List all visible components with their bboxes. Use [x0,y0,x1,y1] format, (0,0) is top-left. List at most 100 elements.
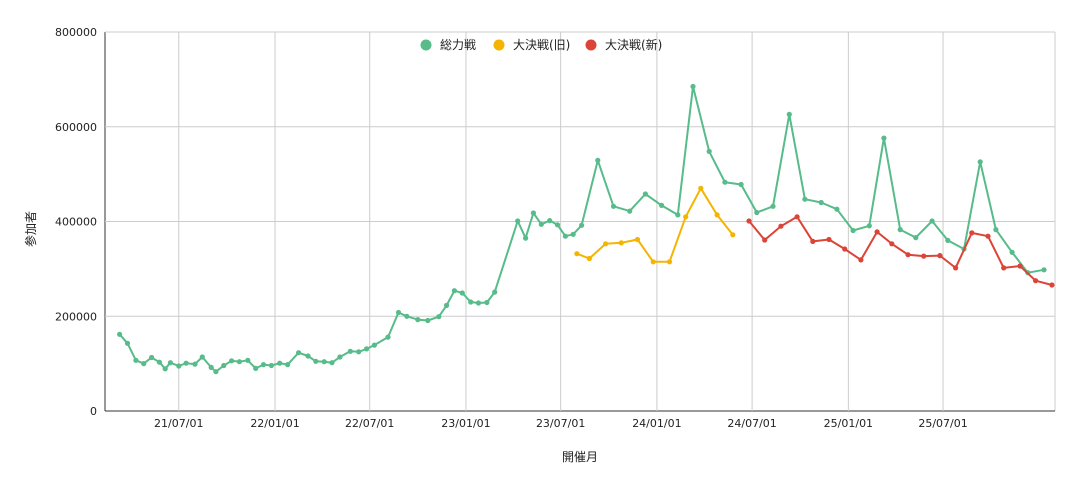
data-point [574,251,580,257]
data-point [296,350,302,356]
series-3 [746,214,1055,288]
data-point [547,218,553,224]
grid [104,31,1056,412]
data-point [321,359,327,365]
y-axis-ticks: 0 200000 400000 600000 800000 [55,26,97,418]
legend-label: 大決戦(旧) [513,38,570,52]
data-point [570,231,576,237]
data-point [794,214,800,220]
data-point [634,236,641,243]
data-point [754,209,760,216]
data-point [810,238,816,244]
data-point [579,222,585,228]
data-point [167,360,173,366]
data-point [492,289,498,295]
data-point [858,257,864,263]
data-point [945,237,951,243]
data-point [650,259,656,265]
data-point [953,265,959,271]
data-point [1049,282,1055,288]
x-axis-ticks: 21/07/01 22/01/01 22/07/01 23/01/01 23/07/01… [154,417,968,430]
data-point [124,340,131,346]
data-point [874,229,880,235]
y-tick-label: 200000 [55,310,97,323]
data-point [802,196,808,202]
y-tick-label: 0 [90,405,97,418]
data-point [523,235,529,241]
data-point [937,253,943,259]
data-point [1009,249,1015,255]
data-point [415,317,421,323]
series-line [576,187,734,263]
data-point [554,222,561,228]
data-point [627,208,633,214]
data-point [484,299,490,306]
data-point [451,288,457,294]
data-point [221,362,227,369]
data-point [905,252,911,258]
data-point [929,218,935,224]
data-point [690,83,696,90]
data-point [199,354,205,360]
data-point [969,230,975,236]
data-point [141,361,147,367]
data-point [183,360,189,366]
legend-label: 総力戦 [440,38,476,52]
x-tick-label: 21/07/01 [154,417,203,430]
legend-swatch [585,39,597,51]
data-point [826,236,832,243]
y-tick-label: 600000 [55,121,97,134]
data-point [1017,263,1023,269]
data-point [666,259,673,265]
data-point [610,203,617,209]
x-tick-label: 22/07/01 [345,417,394,430]
data-point [337,354,343,360]
data-point [347,348,353,354]
data-point [738,181,744,188]
x-tick-label: 24/07/01 [727,417,776,430]
data-point [285,362,291,368]
legend-swatch [420,39,432,51]
series-layer [117,83,1055,375]
data-point [395,309,402,316]
y-tick-label: 800000 [55,26,97,39]
x-tick-label: 23/07/01 [536,417,585,430]
data-point [162,366,168,372]
data-point [277,360,283,366]
data-point [468,299,474,305]
data-point [404,313,410,319]
data-point [770,203,776,209]
data-point [642,191,649,197]
series-line [748,215,1053,286]
data-point [683,214,689,220]
x-tick-label: 23/01/01 [441,417,490,430]
data-point [778,223,784,229]
data-point [675,212,681,218]
data-point [850,227,856,234]
data-point [714,212,720,218]
data-point [1041,267,1047,273]
data-point [192,361,198,367]
data-point [515,218,521,224]
y-axis-title: 参加者 [23,211,38,247]
legend-label: 大決戦(新) [605,37,662,52]
data-point [603,241,609,247]
data-point [659,202,665,208]
data-point [436,314,442,320]
series-2 [574,185,736,265]
y-tick-label: 400000 [55,216,97,229]
data-point [985,233,991,239]
data-point [993,227,999,233]
data-point [698,185,704,191]
data-point [842,246,848,252]
data-point [538,221,544,227]
data-point [305,353,311,359]
legend-swatch [493,39,505,51]
data-point [866,223,872,229]
data-point [562,233,569,239]
x-tick-label: 25/01/01 [824,417,873,430]
data-point [706,148,712,154]
x-tick-label: 24/01/01 [632,417,681,430]
data-point [117,331,123,337]
